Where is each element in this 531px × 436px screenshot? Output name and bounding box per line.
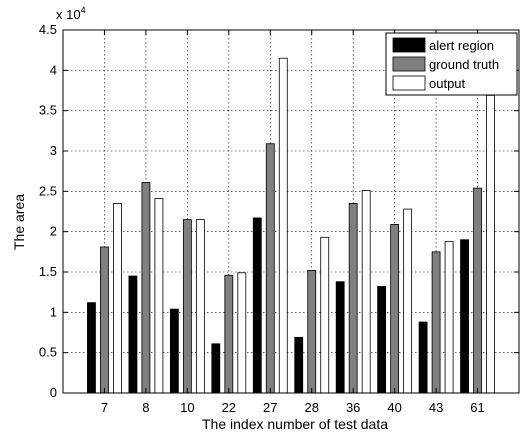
- x-tick-label: 22: [222, 400, 236, 415]
- bar-alert-region: [252, 217, 262, 394]
- bar-alert-region: [377, 286, 387, 394]
- bar-alert-region: [418, 321, 428, 394]
- bar-ground-truth: [265, 143, 275, 394]
- x-tick-label: 8: [142, 400, 149, 415]
- y-multiplier-base: x 10: [56, 7, 81, 22]
- legend: alert region ground truth output: [385, 32, 518, 96]
- bar-ground-truth: [431, 251, 441, 394]
- legend-swatch-alert-region: [392, 37, 426, 53]
- bar-ground-truth: [390, 224, 400, 394]
- bar-output: [444, 240, 454, 394]
- bar-alert-region: [335, 281, 345, 394]
- bar-ground-truth: [100, 246, 109, 394]
- axis-ticks: 0 0.5 1 1.5 2 2.5 3 3.5 4 4.5 7 8 10 22 27 28 36 40 43 61: [39, 22, 519, 415]
- bar-ground-truth: [473, 187, 482, 394]
- bar-alert-region: [128, 275, 138, 394]
- bar-output: [403, 208, 413, 394]
- x-tick-label: 36: [346, 400, 360, 415]
- y-tick-label: 2.5: [39, 183, 57, 198]
- bar-output: [113, 203, 122, 394]
- y-axis-label: The area: [11, 194, 27, 250]
- x-axis-label: The index number of test data: [202, 416, 388, 432]
- y-tick-label: 4.5: [39, 22, 57, 37]
- bar-output: [278, 57, 288, 394]
- legend-label-ground-truth: ground truth: [429, 57, 499, 72]
- x-tick-label: 10: [180, 400, 194, 415]
- legend-swatch-output: [392, 75, 426, 91]
- legend-swatch-ground-truth: [392, 56, 426, 72]
- bar-ground-truth: [141, 182, 151, 394]
- x-tick-label: 27: [263, 400, 277, 415]
- bar-ground-truth: [307, 269, 317, 394]
- y-tick-label: 1.5: [39, 264, 57, 279]
- bar-output: [361, 190, 371, 394]
- bar-ground-truth: [224, 274, 234, 394]
- bar-output: [320, 236, 330, 394]
- bar-output: [486, 94, 495, 394]
- legend-label-output: output: [429, 76, 466, 91]
- bar-alert-region: [211, 343, 221, 394]
- bar-output: [237, 272, 247, 394]
- bar-alert-region: [87, 302, 96, 394]
- x-tick-label: 7: [101, 400, 108, 415]
- bars: [87, 57, 495, 394]
- plot-frame: [62, 29, 520, 394]
- bar-output: [195, 219, 205, 394]
- y-tick-label: 3: [50, 143, 57, 158]
- y-tick-label: 4: [50, 62, 57, 77]
- x-tick-label: 61: [470, 400, 484, 415]
- x-tick-label: 40: [387, 400, 401, 415]
- y-tick-label: 0.5: [39, 345, 57, 360]
- y-tick-label: 3.5: [39, 103, 57, 118]
- x-tick-label: 28: [304, 400, 318, 415]
- y-multiplier-exponent: 4: [81, 5, 86, 15]
- bar-ground-truth: [182, 219, 192, 394]
- x-tick-label: 43: [429, 400, 443, 415]
- bar-alert-region: [294, 336, 304, 394]
- legend-label-alert-region: alert region: [429, 38, 494, 53]
- bar-output: [154, 198, 164, 394]
- bar-alert-region: [169, 308, 179, 394]
- bar-alert-region: [460, 239, 469, 394]
- y-tick-label: 1: [50, 304, 57, 319]
- y-tick-label: 2: [50, 224, 57, 239]
- y-tick-label: 0: [50, 385, 57, 400]
- bar-ground-truth: [348, 203, 358, 394]
- y-axis-multiplier: x 104: [56, 5, 86, 22]
